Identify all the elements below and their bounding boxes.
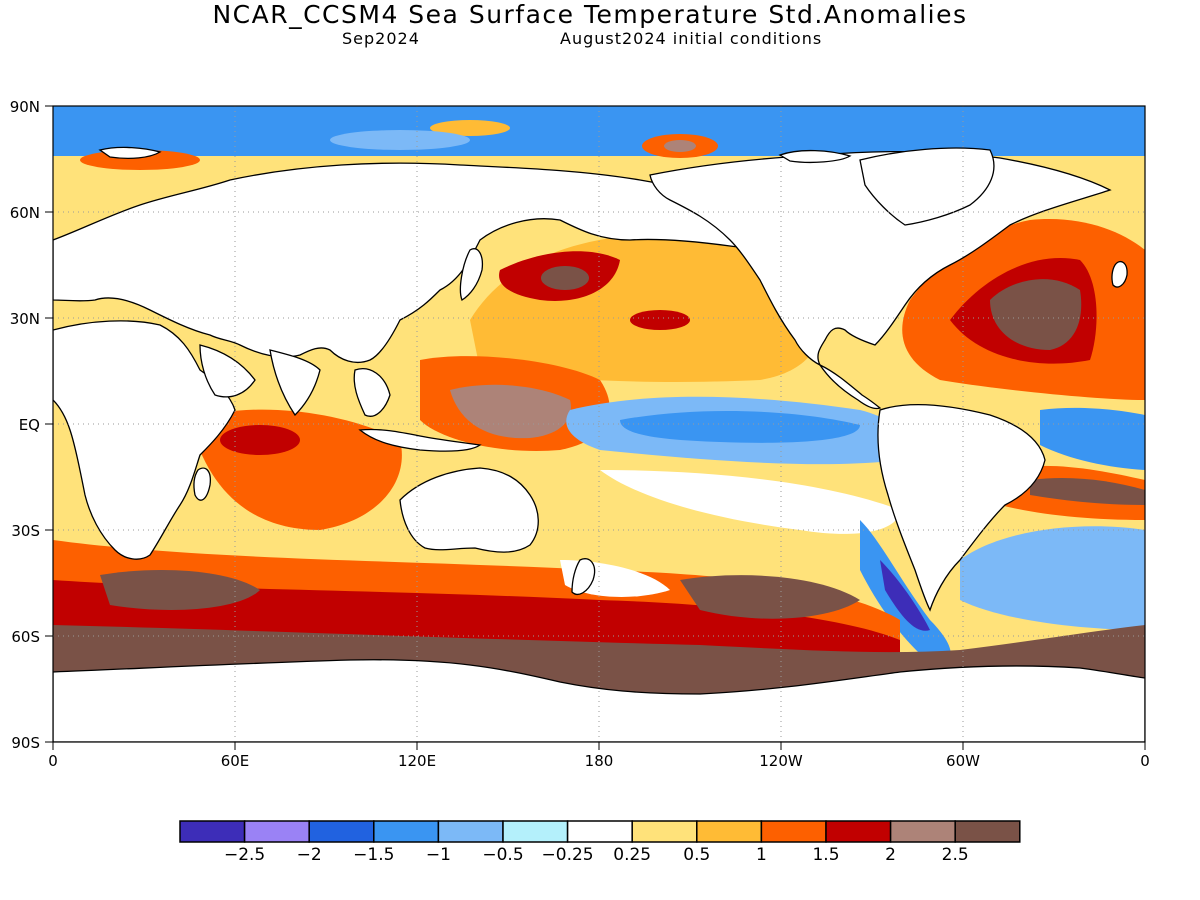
equatorial-neutral — [600, 470, 900, 534]
arctic-cool-patch — [330, 130, 470, 150]
southern-ocean-extreme — [680, 575, 860, 619]
lon-label: 60E — [221, 752, 250, 770]
lon-label: 120W — [759, 752, 803, 770]
colorbar-tick-label: 1.5 — [812, 845, 839, 865]
lon-label: 0 — [48, 752, 58, 770]
lon-label: 0 — [1140, 752, 1150, 770]
lon-label: 180 — [585, 752, 614, 770]
lon-label: 60W — [946, 752, 980, 770]
madagascar-landmass — [193, 467, 211, 501]
lat-label: 60N — [10, 204, 40, 222]
longitude-labels: 0 60E 120E 180 120W 60W 0 — [48, 752, 1150, 770]
new-zealand-landmass — [571, 558, 596, 595]
colorbar-swatch — [373, 820, 440, 843]
equatorial-atlantic-cool — [1040, 407, 1145, 470]
colorbar-swatch — [308, 820, 375, 843]
lat-label: 30N — [10, 310, 40, 328]
arctic-islands-landmass — [778, 149, 852, 163]
latitude-labels: 90N 60N 30N EQ 30S 60S 90S — [10, 98, 40, 752]
central-america-landmass — [818, 363, 882, 410]
colorbar-tick-label: 2 — [885, 845, 896, 865]
colorbar-tick-label: −1 — [426, 845, 451, 865]
colorbar-swatch — [631, 820, 698, 843]
antarctica-landmass — [53, 659, 1145, 742]
colorbar-swatch — [502, 820, 569, 843]
eurasia-landmass — [53, 162, 801, 364]
colorbar-swatch — [566, 820, 633, 843]
initial-conditions: August2024 initial conditions — [560, 29, 823, 48]
colorbar-tick-label: 1 — [756, 845, 767, 865]
colorbar-tick-labels: −2.5 −2 −1.5 −1 −0.5 −0.25 0.25 0.5 1 1.5 2 2.5 — [224, 845, 969, 865]
africa-landmass — [53, 320, 236, 560]
lat-label: 60S — [11, 628, 40, 646]
south-atlantic-extreme — [1030, 478, 1145, 505]
greenland-landmass — [859, 147, 995, 226]
colorbar-swatch — [437, 820, 504, 843]
forecast-month: Sep2024 — [342, 29, 420, 48]
southern-ocean-extreme — [100, 570, 260, 610]
colorbar-swatch — [954, 820, 1021, 843]
svalbard-landmass — [98, 146, 162, 159]
arctic-warm-patch — [664, 140, 696, 152]
colorbar-tick-label: −2 — [297, 845, 322, 865]
indochina-landmass — [353, 368, 391, 417]
colorbar-swatch — [696, 820, 763, 843]
south-atlantic-cool — [960, 526, 1145, 630]
colorbar-tick-label: 0.5 — [683, 845, 710, 865]
north-pacific-hot — [630, 310, 690, 330]
colorbar-tick-label: 0.25 — [613, 845, 651, 865]
arabia-landmass — [199, 344, 256, 398]
south-america-cold — [880, 560, 930, 631]
colorbar-swatch — [889, 820, 956, 843]
britain-landmass — [1111, 261, 1128, 288]
arctic-warm-patch — [430, 120, 510, 136]
lon-label: 120E — [398, 752, 436, 770]
colorbar-tick-label: −0.25 — [542, 845, 594, 865]
japan-landmass — [459, 248, 484, 301]
lat-label: 30S — [11, 522, 40, 540]
north-atlantic-extreme — [990, 279, 1082, 350]
colorbar-swatch — [825, 820, 892, 843]
colorbar-tick-label: −2.5 — [224, 845, 265, 865]
west-pacific-extreme — [450, 384, 571, 439]
india-landmass — [269, 349, 321, 417]
north-pacific-extreme — [541, 266, 589, 290]
lat-label: 90N — [10, 98, 40, 116]
frame-ticks — [45, 105, 1146, 750]
map-title: NCAR_CCSM4 Sea Surface Temperature Std.A… — [212, 0, 968, 29]
indian-ocean-hot — [220, 425, 300, 455]
australia-landmass — [399, 467, 539, 553]
indonesia-landmass — [358, 428, 482, 452]
colorbar-tick-label: 2.5 — [942, 845, 969, 865]
colorbar-swatch — [179, 820, 246, 843]
lat-label: 90S — [11, 734, 40, 752]
colorbar — [179, 820, 1021, 843]
colorbar-swatch — [760, 820, 827, 843]
map-gridlines — [53, 106, 1145, 742]
colorbar-swatch — [243, 820, 310, 843]
colorbar-tick-label: −0.5 — [482, 845, 523, 865]
colorbar-tick-label: −1.5 — [353, 845, 394, 865]
lat-label: EQ — [19, 416, 40, 434]
equatorial-cold-core — [620, 410, 860, 443]
